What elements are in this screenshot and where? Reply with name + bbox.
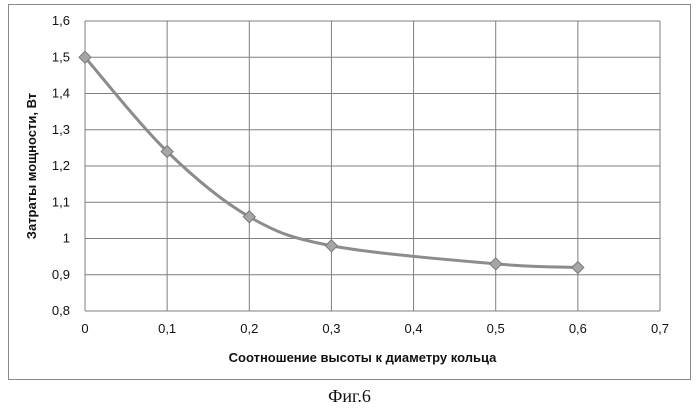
data-point-marker [242,210,256,224]
data-point-marker [489,257,503,271]
data-point-marker [324,239,339,253]
y-axis-title: Затраты мощности, Вт [24,93,39,239]
y-tick-label: 1,3 [52,122,70,137]
y-tick-label: 0,9 [52,267,70,282]
figure-caption: Фиг.6 [328,386,371,406]
y-tick-label: 1,4 [52,86,70,101]
x-tick-label: 0 [81,321,88,336]
data-point-marker [78,50,92,64]
x-tick-label: 0,5 [487,321,505,336]
y-tick-label: 1,6 [52,13,70,28]
grid [84,20,661,312]
y-tick-label: 1,2 [52,158,70,173]
y-tick-label: 1,1 [52,194,70,209]
x-tick-labels: 0 0,1 0,2 0,3 0,4 0,5 0,6 0,7 [81,321,669,336]
chart-frame [8,4,691,380]
data-markers [78,50,585,275]
x-tick-label: 0,6 [569,321,587,336]
data-point-marker [571,260,585,275]
x-tick-label: 0,2 [240,321,258,336]
x-tick-label: 0,1 [158,321,176,336]
data-point-marker [160,144,174,159]
x-tick-label: 0,3 [322,321,340,336]
y-tick-label: 1,5 [52,49,70,64]
x-axis-title: Соотношение высоты к диаметру кольца [229,350,497,365]
y-tick-label: 1 [63,231,70,246]
x-tick-label: 0,4 [405,321,423,336]
y-tick-labels: 0,8 0,9 1 1,1 1,2 1,3 1,4 1,5 1,6 [52,13,70,318]
x-tick-label: 0,7 [651,321,669,336]
y-tick-label: 0,8 [52,303,70,318]
